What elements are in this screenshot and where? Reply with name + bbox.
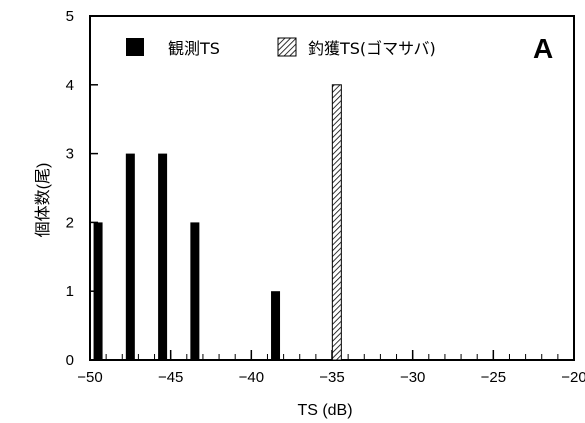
legend: 観測TS 釣獲TS(ゴマサバ) [126,37,436,58]
x-axis-ticks: −50 −45 −40 −35 −30 −25 −20 [77,350,585,386]
x-tick-label: −30 [400,369,425,386]
x-tick-label: −35 [319,369,344,386]
x-tick-label: −25 [481,369,506,386]
legend-label-caught: 釣獲TS(ゴマサバ) [308,39,436,58]
y-tick-label: 3 [66,146,74,163]
bar-observed [158,153,168,360]
x-tick-label: −45 [158,369,183,386]
bar-observed [93,222,103,360]
bar-observed [271,291,281,360]
y-tick-label: 4 [66,77,74,94]
x-tick-label: −50 [77,369,102,386]
x-axis-title: TS (dB) [297,402,352,419]
y-tick-label: 0 [66,352,74,369]
legend-swatch-caught [277,37,297,57]
y-axis-title: 個体数(尾) [34,163,52,238]
bars [93,84,342,361]
y-tick-label: 2 [66,214,74,231]
y-tick-label: 1 [66,283,74,300]
bar-observed [190,222,200,360]
legend-swatch-observed [126,38,144,56]
x-tick-label: −40 [239,369,264,386]
y-axis-ticks: 0 1 2 3 4 5 [66,8,98,369]
bar-caught [331,84,342,361]
x-tick-label: −20 [561,369,585,386]
x-minor-ticks [89,354,575,360]
y-tick-label: 5 [66,8,74,25]
bar-observed [125,153,135,360]
legend-label-observed: 観測TS [168,39,220,58]
panel-letter: A [533,33,553,64]
